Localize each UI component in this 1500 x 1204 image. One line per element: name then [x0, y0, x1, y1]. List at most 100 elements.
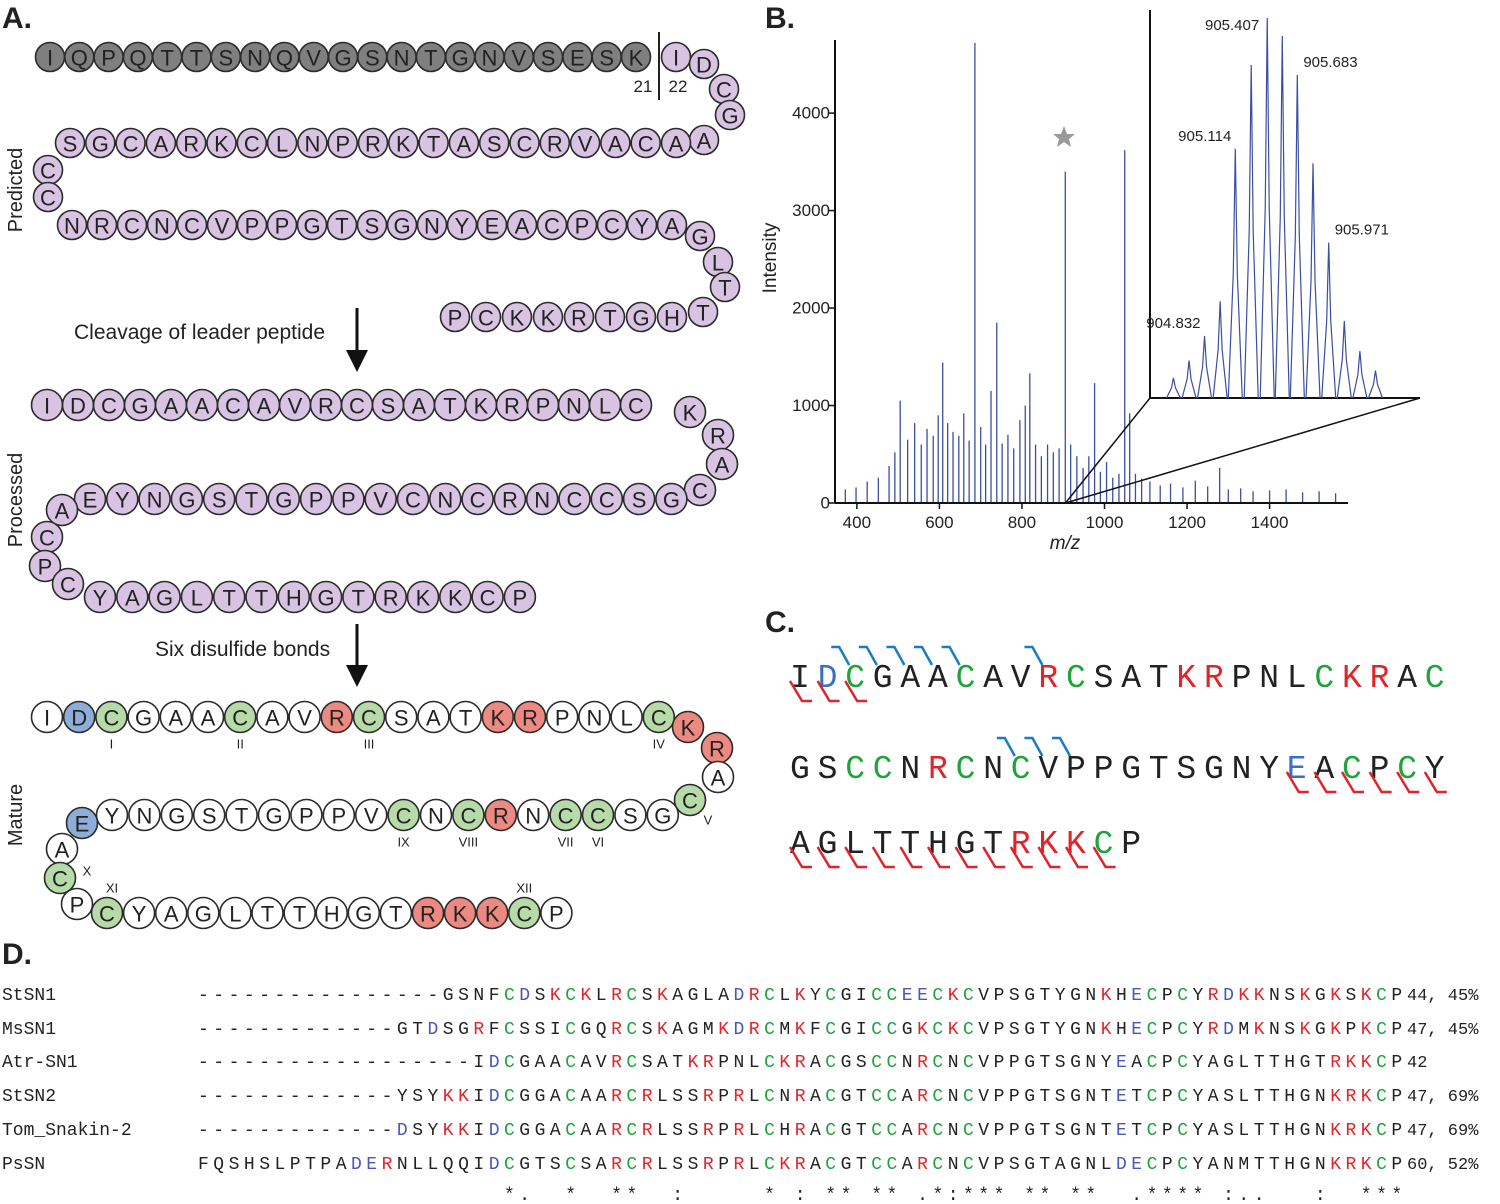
residue-letter: Y	[132, 902, 147, 927]
residue-circle	[202, 482, 236, 516]
residue-letter: G	[663, 488, 680, 513]
residue-letter: C	[124, 214, 140, 239]
residue-letter: V	[364, 804, 379, 829]
residue-circle	[180, 580, 214, 614]
residue-letter: Y	[93, 586, 108, 611]
residue-letter: C	[567, 488, 583, 513]
residue-letter: C	[123, 132, 139, 157]
residue-letter: S	[487, 132, 502, 157]
residue-circle	[506, 209, 538, 241]
residue-letter: N	[247, 46, 263, 71]
residue-letter: C	[184, 214, 200, 239]
sequence-name: StSN2	[2, 1087, 56, 1107]
residue-circle	[619, 388, 653, 422]
residue-circle	[481, 700, 515, 734]
fragment-bracket-below	[871, 846, 895, 869]
residue-letter: K	[396, 132, 411, 157]
residue-circle	[642, 700, 676, 734]
residue-circle	[406, 580, 440, 614]
residue-letter: R	[383, 586, 399, 611]
residue-letter: H	[324, 902, 340, 927]
residue-letter: V	[297, 706, 312, 731]
residue-letter: G	[632, 306, 649, 331]
residue-letter: G	[265, 804, 282, 829]
residue-letter: G	[195, 902, 212, 927]
cysteine-label: VI	[592, 835, 604, 850]
residue-letter: C	[682, 789, 698, 814]
inset-peak	[1196, 335, 1213, 399]
residue-letter: C	[232, 706, 248, 731]
residue-letter: A	[426, 706, 441, 731]
fragment-bracket-below	[844, 846, 868, 869]
inset-peak	[1321, 242, 1337, 399]
residue-letter: S	[218, 46, 233, 71]
residue-letter: P	[555, 706, 570, 731]
residue-circle	[146, 209, 178, 241]
sequence-end: 47, 69%	[1407, 1122, 1479, 1141]
residue-letter: G	[135, 706, 152, 731]
residue-letter: N	[64, 214, 80, 239]
residue-circle	[581, 798, 615, 832]
residue-letter: L	[620, 706, 632, 731]
residue-circle	[539, 127, 571, 159]
stage-title: Processed	[5, 453, 27, 548]
fragment-bracket-below	[788, 846, 812, 869]
residue-circle	[470, 301, 502, 333]
residue-letter: C	[244, 132, 260, 157]
arrow-head	[346, 350, 368, 372]
residue-letter: G	[334, 46, 351, 71]
residue-letter: A	[711, 766, 726, 791]
residue-letter: N	[437, 488, 453, 513]
residue-circle	[138, 482, 171, 516]
residue-letter: C	[103, 706, 119, 731]
residue-circle	[267, 482, 301, 516]
residue-circle	[128, 798, 161, 832]
residue-circle	[73, 482, 107, 516]
residue-circle	[387, 127, 419, 159]
residue-letter: G	[393, 214, 410, 239]
residue-letter: K	[474, 394, 489, 419]
residue-letter: C	[396, 804, 412, 829]
fragment-bracket-above	[886, 645, 906, 666]
fragment-bracket-below	[1396, 771, 1420, 794]
residue-letter: P	[341, 488, 356, 513]
residue-letter: G	[92, 132, 109, 157]
residue-circle	[257, 798, 291, 832]
residue-letter: D	[696, 53, 712, 78]
residue-letter: V	[578, 132, 593, 157]
residue-letter: A	[715, 453, 730, 478]
residue-letter: S	[541, 46, 556, 71]
sequence-end: 47, 69%	[1407, 1088, 1479, 1107]
residue-circle	[212, 580, 246, 614]
fragment-bracket-below	[788, 680, 812, 703]
residue-letter: E	[75, 812, 90, 837]
fragment-bracket-below	[982, 846, 1006, 869]
residue-letter: C	[52, 867, 68, 892]
fragment-bracket-below	[1368, 771, 1392, 794]
residue-circle	[356, 209, 388, 241]
residue-letter: R	[547, 132, 563, 157]
residue-circle	[516, 798, 550, 832]
fragment-bracket-below	[926, 846, 950, 869]
residue-circle	[566, 209, 598, 241]
residue-circle	[236, 127, 268, 159]
residue-letter: A	[55, 499, 70, 524]
residue-letter: N	[154, 214, 170, 239]
residue-circle	[558, 482, 591, 516]
residue-circle	[614, 798, 647, 832]
residue-letter: R	[504, 394, 520, 419]
residue-letter: C	[40, 186, 56, 211]
residue-letter: A	[55, 838, 70, 863]
residue-circle	[471, 580, 504, 614]
cysteine-label: V	[704, 813, 713, 828]
residue-letter: K	[681, 716, 696, 741]
residue-circle	[145, 127, 177, 159]
residue-circle	[191, 700, 225, 734]
sequence-name: Tom_Snakin-2	[2, 1121, 132, 1141]
peak-label: 905.407	[1205, 17, 1259, 34]
residue-circle	[484, 798, 518, 832]
residue-circle	[673, 783, 707, 817]
fragment-bracket-above	[1024, 645, 1044, 666]
residue-circle	[297, 127, 328, 159]
